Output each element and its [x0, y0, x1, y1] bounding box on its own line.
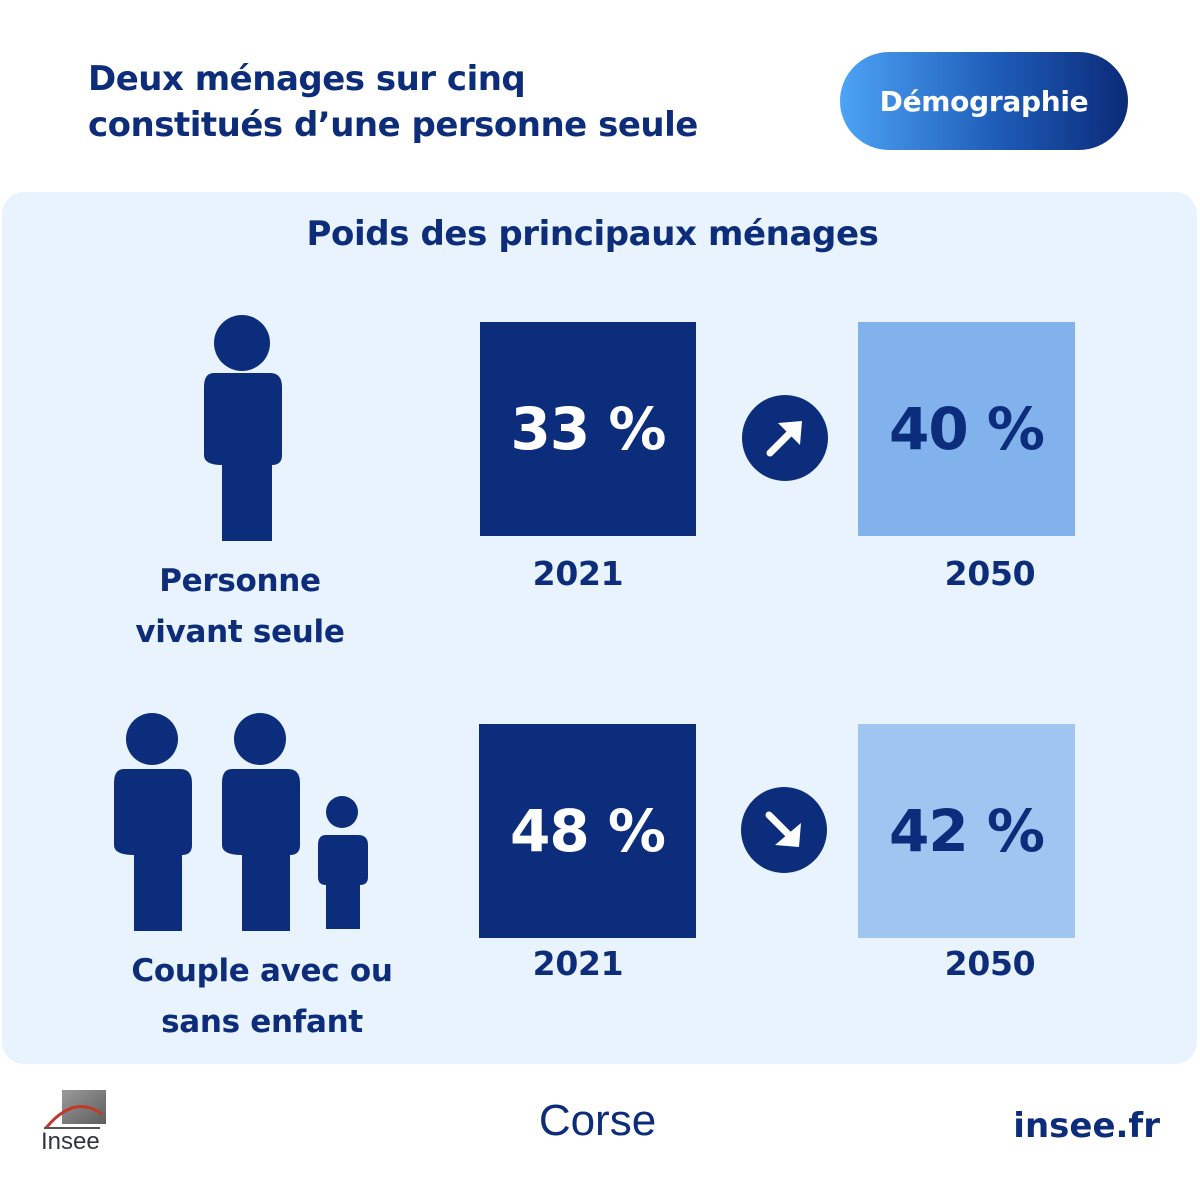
single-person-icon — [200, 315, 284, 543]
category-label-single: Personne vivant seule — [135, 563, 345, 650]
website-link[interactable]: insee.fr — [1013, 1106, 1160, 1146]
value-box-single-2050: 40 % — [858, 322, 1075, 536]
value-box-single-2021: 33 % — [480, 322, 696, 536]
title-line-2: constitués d’une personne seule — [88, 105, 698, 145]
panel-subtitle: Poids des principaux ménages — [306, 214, 879, 254]
page-title: Deux ménages sur cinq constitués d’une p… — [88, 56, 808, 148]
year-label-family-2050: 2050 — [944, 944, 1036, 983]
category-label-family: Couple avec ou sans enfant — [131, 953, 393, 1040]
year-label-single-2021: 2021 — [532, 554, 624, 593]
family-icon — [112, 713, 374, 933]
insee-logo — [40, 1088, 112, 1160]
year-label-single-2050: 2050 — [944, 554, 1036, 593]
category-badge: Démographie — [840, 52, 1128, 150]
title-line-1: Deux ménages sur cinq — [88, 59, 526, 99]
arrow-down-right-icon — [741, 787, 827, 873]
value-box-family-2021: 48 % — [479, 724, 696, 938]
arrow-up-right-icon — [742, 395, 828, 481]
year-label-family-2021: 2021 — [532, 944, 624, 983]
logo-text: Insee — [41, 1128, 100, 1155]
value-box-family-2050: 42 % — [858, 724, 1075, 938]
region-name: Corse — [538, 1096, 657, 1145]
